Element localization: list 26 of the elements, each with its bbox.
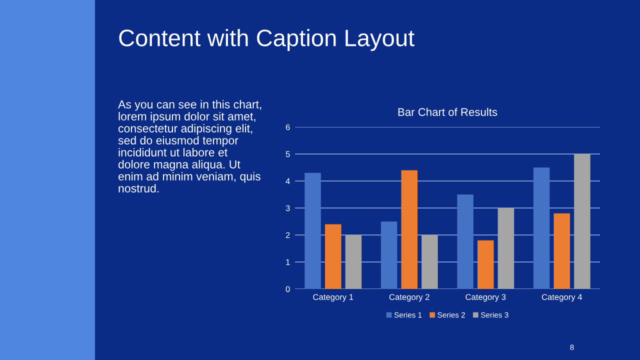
chart-title: Bar Chart of Results bbox=[398, 108, 498, 116]
y-tick-label: 1 bbox=[286, 259, 290, 266]
bar bbox=[498, 208, 514, 289]
x-tick-label: Category 2 bbox=[389, 294, 430, 302]
bar bbox=[574, 154, 590, 289]
x-tick-label: Category 1 bbox=[313, 294, 354, 302]
x-tick-label: Category 4 bbox=[542, 294, 582, 302]
bar bbox=[457, 194, 474, 289]
bar bbox=[554, 213, 570, 289]
y-tick-label: 5 bbox=[286, 151, 290, 158]
bar bbox=[422, 235, 438, 289]
bar bbox=[401, 170, 418, 289]
bar bbox=[304, 172, 321, 289]
y-tick-label: 0 bbox=[286, 286, 290, 292]
bar bbox=[345, 235, 362, 289]
y-tick-label: 6 bbox=[286, 124, 290, 130]
text: As you can see in this chart, lorem ipsum dolor sit amet, consectetur adipiscing elit, sed do eiusmod tempor incididunt ut labore et dolore magna aliqua. Ut enim ad minim veniam, quis nostrud. bbox=[118, 100, 262, 192]
bar bbox=[533, 168, 550, 289]
x-tick-label: Category 3 bbox=[466, 294, 506, 302]
y-tick-label: 4 bbox=[286, 178, 290, 184]
y-tick-label: 2 bbox=[286, 232, 290, 238]
bar bbox=[380, 222, 398, 289]
text: Content with Caption Layout bbox=[119, 28, 414, 52]
bar bbox=[477, 240, 494, 289]
bar bbox=[324, 224, 342, 289]
y-tick-label: 3 bbox=[286, 205, 290, 212]
